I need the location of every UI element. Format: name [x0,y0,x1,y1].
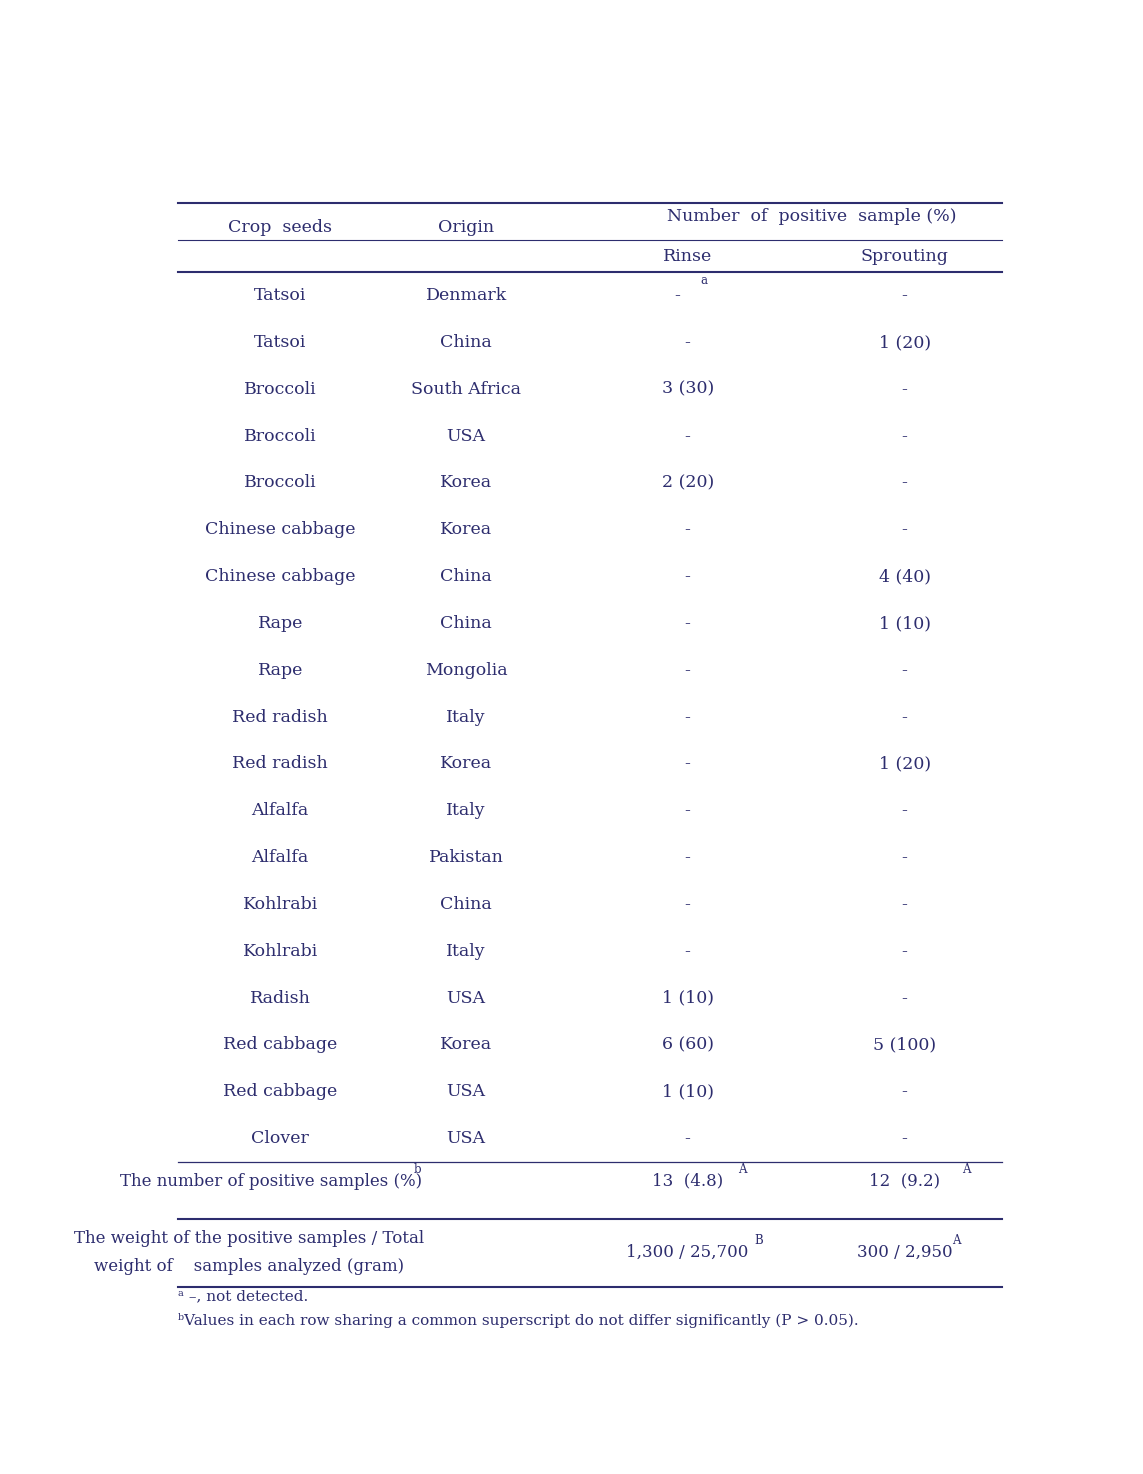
Text: Korea: Korea [440,522,493,538]
Text: -: - [685,567,690,585]
Text: 1 (10): 1 (10) [879,615,930,632]
Text: The number of positive samples (%): The number of positive samples (%) [120,1173,423,1190]
Text: -: - [902,380,908,398]
Text: Broccoli: Broccoli [243,380,317,398]
Text: Alfalfa: Alfalfa [251,802,309,820]
Text: -: - [674,287,680,304]
Text: Origin: Origin [438,220,494,236]
Text: 3 (30): 3 (30) [662,380,713,398]
Text: -: - [685,802,690,820]
Text: Italy: Italy [447,802,486,820]
Text: Italy: Italy [447,709,486,725]
Text: A: A [952,1234,960,1247]
Text: South Africa: South Africa [411,380,521,398]
Text: Red radish: Red radish [232,756,328,772]
Text: Alfalfa: Alfalfa [251,849,309,867]
Text: -: - [902,287,908,304]
Text: Red cabbage: Red cabbage [223,1083,337,1100]
Text: 12  (9.2): 12 (9.2) [869,1173,941,1190]
Text: 1 (20): 1 (20) [879,335,930,351]
Text: Red radish: Red radish [232,709,328,725]
Text: -: - [902,427,908,445]
Text: -: - [685,943,690,960]
Text: Rinse: Rinse [663,248,712,265]
Text: 1 (10): 1 (10) [662,1083,713,1100]
Text: USA: USA [447,1083,486,1100]
Text: -: - [685,1131,690,1147]
Text: -: - [902,709,908,725]
Text: 2 (20): 2 (20) [662,475,713,491]
Text: 1 (20): 1 (20) [879,756,930,772]
Text: -: - [685,662,690,680]
Text: -: - [685,427,690,445]
Text: -: - [902,943,908,960]
Text: -: - [902,522,908,538]
Text: China: China [440,567,493,585]
Text: -: - [902,849,908,867]
Text: -: - [685,756,690,772]
Text: USA: USA [447,989,486,1007]
Text: -: - [902,662,908,680]
Text: Clover: Clover [251,1131,309,1147]
Text: ᵇValues in each row sharing a common superscript do not differ significantly (P : ᵇValues in each row sharing a common sup… [178,1313,858,1328]
Text: Kohlrabi: Kohlrabi [242,896,318,912]
Text: Korea: Korea [440,1036,493,1054]
Text: 4 (40): 4 (40) [879,567,930,585]
Text: -: - [685,709,690,725]
Text: Italy: Italy [447,943,486,960]
Text: a: a [701,274,708,287]
Text: ᵃ –, not detected.: ᵃ –, not detected. [178,1288,309,1303]
Text: 13  (4.8): 13 (4.8) [652,1173,724,1190]
Text: -: - [902,1131,908,1147]
Text: Pakistan: Pakistan [429,849,504,867]
Text: A: A [738,1163,746,1176]
Text: -: - [685,522,690,538]
Text: weight of    samples analyzed (gram): weight of samples analyzed (gram) [94,1257,405,1275]
Text: Crop  seeds: Crop seeds [229,220,333,236]
Text: Tatsoi: Tatsoi [254,335,306,351]
Text: -: - [902,989,908,1007]
Text: Rape: Rape [257,662,303,680]
Text: -: - [902,802,908,820]
Text: -: - [685,335,690,351]
Text: Sprouting: Sprouting [861,248,949,265]
Text: 300 / 2,950: 300 / 2,950 [857,1244,952,1260]
Text: Mongolia: Mongolia [425,662,507,680]
Text: -: - [902,475,908,491]
Text: -: - [685,849,690,867]
Text: Red cabbage: Red cabbage [223,1036,337,1054]
Text: China: China [440,335,493,351]
Text: -: - [685,896,690,912]
Text: Korea: Korea [440,756,493,772]
Text: 5 (100): 5 (100) [873,1036,936,1054]
Text: 6 (60): 6 (60) [662,1036,713,1054]
Text: USA: USA [447,427,486,445]
Text: Chinese cabbage: Chinese cabbage [205,567,355,585]
Text: The weight of the positive samples / Total: The weight of the positive samples / Tot… [74,1229,424,1247]
Text: A: A [962,1163,970,1176]
Text: b: b [414,1163,422,1176]
Text: Radish: Radish [249,989,311,1007]
Text: Broccoli: Broccoli [243,427,317,445]
Text: USA: USA [447,1131,486,1147]
Text: Broccoli: Broccoli [243,475,317,491]
Text: 1 (10): 1 (10) [662,989,713,1007]
Text: -: - [902,896,908,912]
Text: Korea: Korea [440,475,493,491]
Text: B: B [754,1234,762,1247]
Text: China: China [440,896,493,912]
Text: Denmark: Denmark [425,287,506,304]
Text: Tatsoi: Tatsoi [254,287,306,304]
Text: Number  of  positive  sample (%): Number of positive sample (%) [666,208,957,226]
Text: -: - [685,615,690,632]
Text: China: China [440,615,493,632]
Text: Chinese cabbage: Chinese cabbage [205,522,355,538]
Text: Kohlrabi: Kohlrabi [242,943,318,960]
Text: -: - [902,1083,908,1100]
Text: Rape: Rape [257,615,303,632]
Text: 1,300 / 25,700: 1,300 / 25,700 [626,1244,749,1260]
